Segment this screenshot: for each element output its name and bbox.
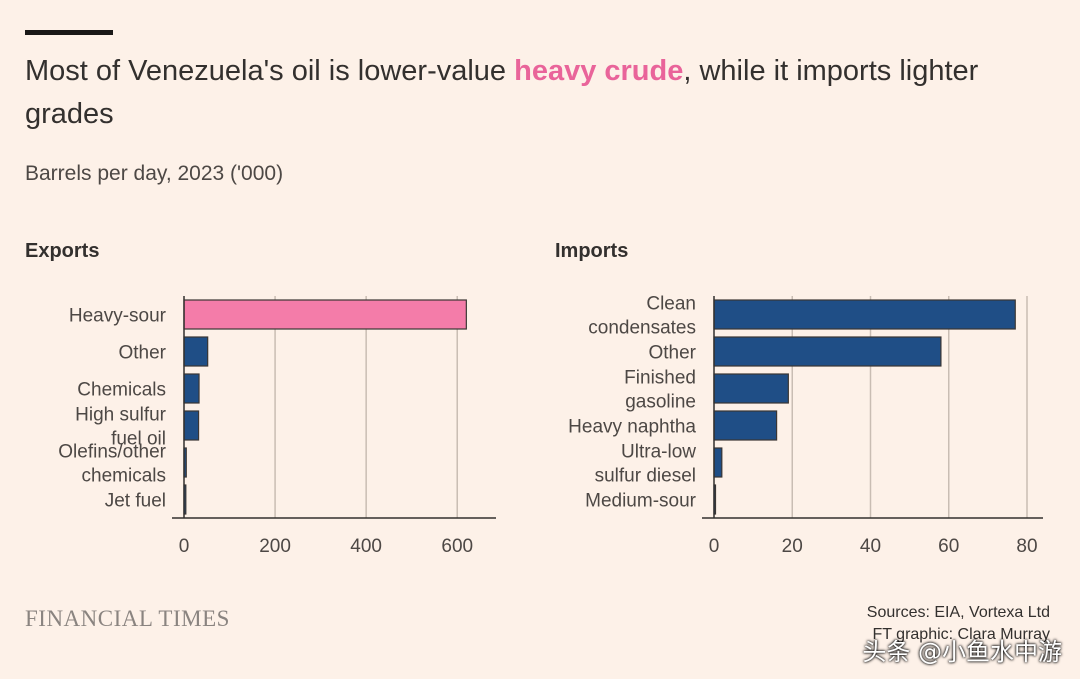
ft-logo: FINANCIAL TIMES [25,606,230,631]
imports-category-label: Finished [624,368,696,389]
title-text-start: Most of Venezuela's oil is lower-value [25,55,515,87]
imports-x-tick-label: 60 [938,536,959,557]
exports-bar [183,410,200,441]
imports-bar [713,299,1016,330]
exports-bar [183,299,467,330]
title-accent-bar [25,30,113,35]
imports-x-tick-label: 40 [860,536,881,557]
title-text-end: , while it imports lighter grades [25,55,979,130]
exports-x-tick-label: 400 [350,536,382,557]
imports-bar [713,410,778,441]
imports-category-label: Ultra-low [621,442,696,463]
exports-category-label: Chemicals [77,380,166,401]
imports-category-label: sulfur diesel [595,466,696,487]
exports-bar [183,373,200,404]
credit-text: FT graphic: Clara Murray [872,626,1050,643]
exports-x-tick-label: 0 [179,536,190,557]
source-note: Sources: EIA, Vortexa Ltd FT graphic: Cl… [867,602,1050,646]
title-highlight: heavy crude [514,55,684,87]
exports-category-label: High sulfur [75,405,166,426]
chart-title: Most of Venezuela's oil is lower-value h… [25,50,1055,136]
imports-category-label: Clean [646,294,696,315]
imports-category-label: Medium-sour [585,491,697,512]
exports-bar [183,336,209,367]
imports-bar [713,447,723,478]
imports-category-label: gasoline [625,392,696,413]
exports-panel-title: Exports [25,240,100,262]
exports-category-label: fuel oil [111,429,166,450]
imports-panel-title: Imports [555,240,629,262]
exports-category-label: Other [118,343,166,364]
sources-text: Sources: EIA, Vortexa Ltd [866,604,1050,621]
chart-subtitle: Barrels per day, 2023 ('000) [25,162,284,185]
exports-category-label: Heavy-sour [69,306,167,327]
watermark: 头条 @小鱼水中游 [862,638,1062,666]
imports-category-label: Other [648,343,696,364]
imports-x-tick-label: 0 [709,536,720,557]
imports-bar [713,336,942,367]
imports-category-label: condensates [588,318,696,339]
exports-x-tick-label: 600 [441,536,473,557]
exports-category-label: Jet fuel [105,491,166,512]
exports-x-tick-label: 200 [259,536,291,557]
imports-bar [713,373,789,404]
exports-category-label: chemicals [82,466,166,487]
imports-x-tick-label: 80 [1016,536,1037,557]
exports-category-label: Olefins/other [58,442,166,463]
imports-category-label: Heavy naphtha [568,417,696,438]
imports-x-tick-label: 20 [782,536,803,557]
